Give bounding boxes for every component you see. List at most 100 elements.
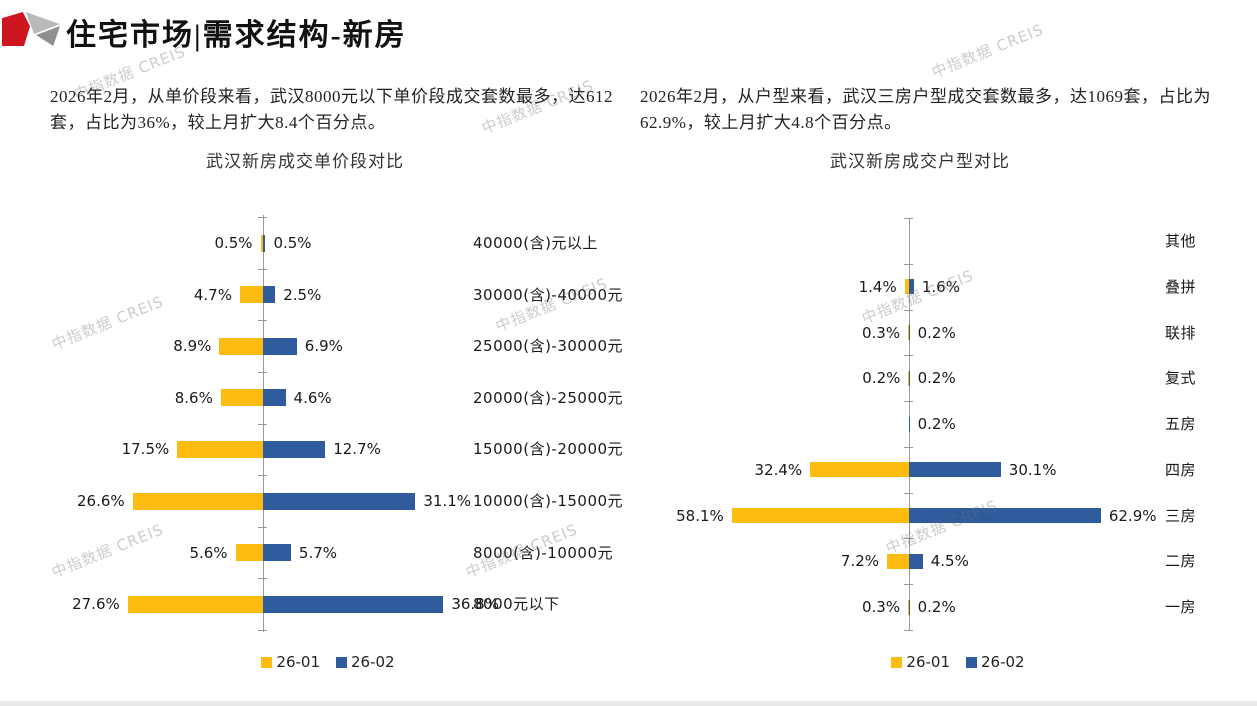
legend-swatch-26-01 [261,656,273,668]
value-label-26-02: 0.2% [917,598,956,616]
bar-26-02 [263,389,286,407]
category-label: 其他 [1165,232,1197,250]
bar-26-01 [887,553,909,569]
value-label-26-02: 2.5% [283,285,322,304]
value-label-26-01: 1.4% [858,277,897,296]
value-label-26-02: 5.7% [298,543,338,562]
bar-26-02 [263,286,276,304]
category-label: 20000(含)-25000元 [473,388,624,407]
creis-watermark: 中指数据 CREIS [929,20,1047,82]
value-label-26-02: 0.2% [917,415,956,433]
value-label-26-01: 8.6% [174,388,213,407]
axis-tick [904,263,913,265]
category-label: 五房 [1165,415,1197,433]
category-label: 二房 [1165,552,1197,571]
category-label: 一房 [1165,598,1197,616]
value-label-26-01: 26.6% [77,492,125,510]
category-label: 25000(含)-30000元 [473,337,624,356]
bar-26-02 [909,325,910,340]
legend-swatch-26-01 [891,656,903,668]
legend-label-26-02: 26-02 [981,653,1025,671]
axis-tick [904,492,913,494]
value-label-26-01: 58.1% [676,506,724,525]
value-label-26-01: 8.9% [173,337,212,356]
chart-house-type-tornado: 其他 1.4% 1.6% 叠拼 0.3% 0.2% 联排 0.2% 0.2% 复式 0.2% 五房 32… [640,210,1257,650]
legend-item-26-01: 26-01 [891,653,950,671]
legend-left-chart: 26-01 26-02 [238,653,418,671]
bar-26-01 [908,599,909,615]
legend-swatch-26-02 [966,656,977,668]
category-label: 40000(含)元以上 [473,234,598,252]
chart-title-right: 武汉新房成交户型对比 [830,152,1010,171]
legend-item-26-01: 26-01 [261,653,320,671]
bar-26-01 [239,286,263,304]
bar-26-01 [235,544,263,562]
value-label-26-01: 0.3% [861,598,901,616]
bar-26-01 [810,462,909,478]
bar-26-01 [177,440,263,458]
chart-unit-price-tornado: 0.5% 0.5% 40000(含)元以上 4.7% 2.5% 30000(含)-4000… [0,210,660,650]
logo-red-shape [2,12,30,46]
axis-tick [258,372,267,373]
category-label: 联排 [1165,323,1197,342]
axis-line [263,215,264,632]
value-label-26-01: 0.5% [214,234,253,252]
value-label-26-01: 4.7% [193,285,232,304]
bar-26-01 [260,234,263,252]
axis-tick [258,268,267,270]
summary-left: 2026年2月，从单价段来看，武汉8000元以下单价段成交套数最多，达612套，… [50,87,613,132]
bar-26-02 [909,599,910,615]
bar-26-02 [909,508,1101,523]
slide-bottom-edge [0,701,1257,706]
legend-item-26-02: 26-02 [966,653,1025,671]
bar-26-02 [263,440,326,458]
creis-logo [2,10,60,48]
bar-26-01 [132,492,263,510]
bar-26-02 [263,492,416,510]
value-label-26-01: 7.2% [840,552,880,571]
axis-tick [258,217,267,219]
legend-label-26-01: 26-01 [906,653,950,671]
bar-26-01 [127,595,263,613]
bar-26-01 [904,279,909,295]
value-label-26-02: 0.2% [917,323,956,342]
bar-26-02 [909,553,923,569]
axis-tick [258,423,267,425]
value-label-26-02: 62.9% [1108,506,1157,525]
value-label-26-01: 27.6% [72,595,120,614]
value-label-26-02: 1.6% [921,277,960,296]
axis-tick [904,584,913,586]
value-label-26-02: 31.1% [423,492,472,510]
value-label-26-01: 32.4% [754,460,803,479]
category-label: 复式 [1165,369,1197,388]
legend-right-chart: 26-01 26-02 [868,653,1048,671]
category-label: 四房 [1165,460,1197,479]
value-label-26-02: 36.8% [451,595,499,614]
category-label: 30000(含)-40000元 [473,285,624,304]
axis-tick [258,526,267,528]
bar-26-02 [263,234,266,252]
bar-26-02 [909,370,910,386]
axis-tick [904,401,913,403]
axis-tick [904,629,913,631]
axis-tick [904,309,913,311]
value-label-26-01: 5.6% [189,543,228,562]
bar-26-01 [908,370,909,386]
value-label-26-02: 12.7% [333,440,381,459]
bar-26-02 [263,544,291,562]
category-label: 15000(含)-20000元 [473,440,624,459]
value-label-26-01: 17.5% [121,440,170,459]
axis-tick [904,355,913,357]
legend-swatch-26-02 [336,656,347,668]
bar-26-01 [220,389,263,407]
bar-26-01 [219,337,263,355]
page-title: 住宅市场|需求结构-新房 [66,19,407,52]
summary-right: 2026年2月，从户型来看，武汉三房户型成交套数最多，达1069套，占比为62.… [640,87,1211,132]
bar-26-02 [263,595,444,613]
value-label-26-01: 0.2% [862,369,901,388]
value-label-26-02: 4.6% [293,388,332,407]
axis-tick [258,320,267,322]
axis-tick [258,475,267,477]
axis-tick [258,578,267,580]
value-label-26-01: 0.3% [861,323,901,342]
